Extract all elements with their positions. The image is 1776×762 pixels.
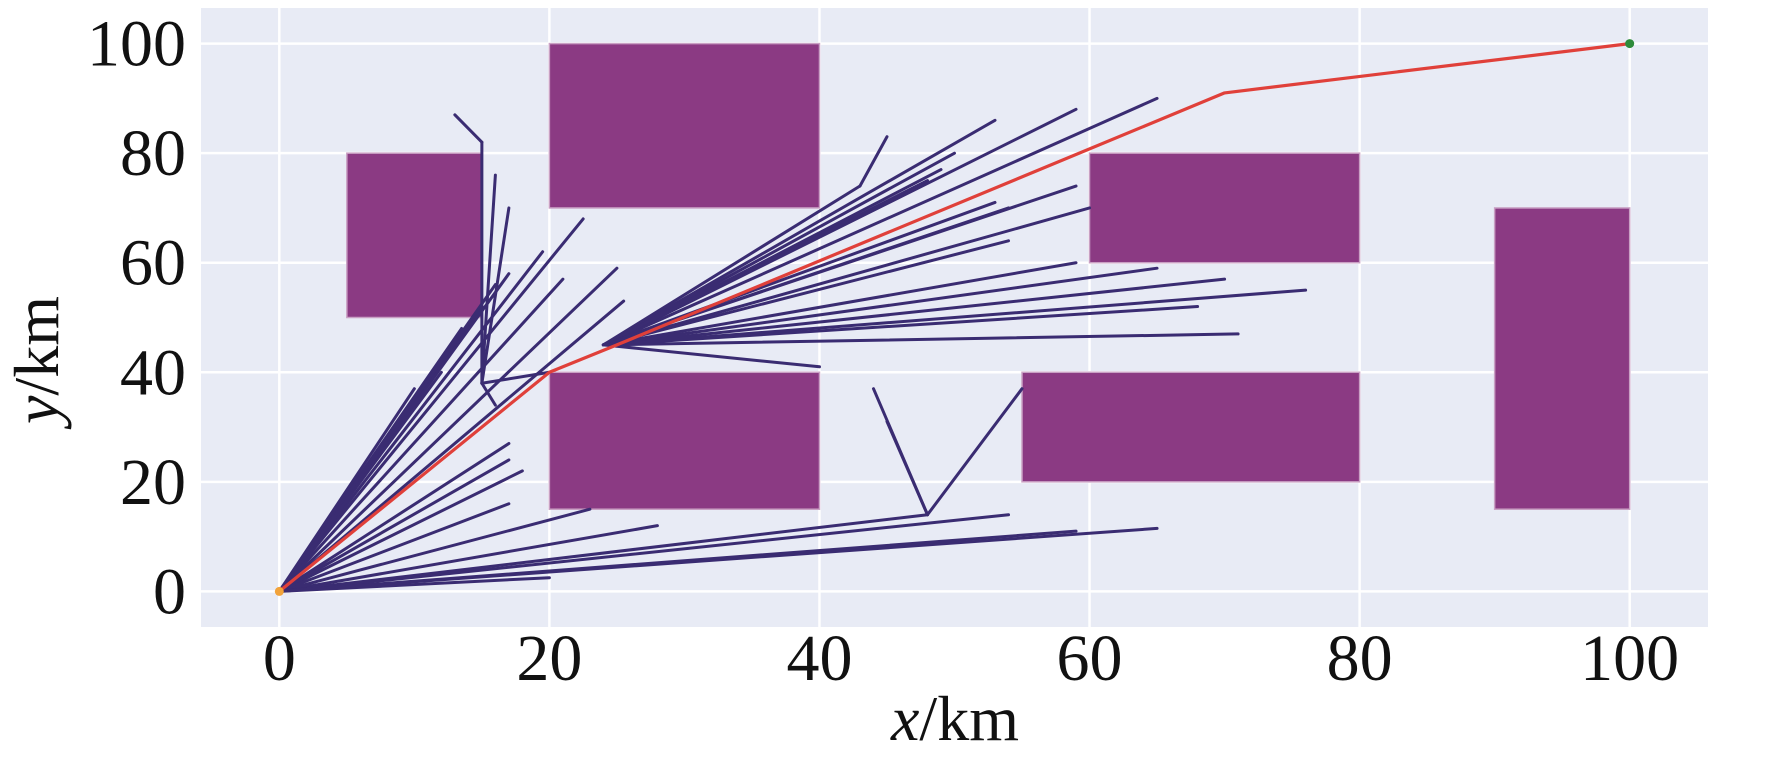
obstacle-rect <box>548 42 821 209</box>
tree-edge <box>601 277 1227 347</box>
y-tick-label: 40 <box>120 336 186 409</box>
y-tick-label: 80 <box>120 117 186 190</box>
tree-edge <box>277 250 545 593</box>
tree-edge <box>480 206 511 385</box>
tree-edge <box>601 305 1200 347</box>
x-axis-label: x/km <box>890 683 1019 754</box>
tree-edge <box>601 200 997 347</box>
start-marker <box>274 586 284 596</box>
tree-edge <box>277 266 619 593</box>
y-tick-label: 20 <box>120 446 186 519</box>
tree-edge <box>277 370 443 593</box>
goal-marker <box>1625 39 1635 49</box>
tree-edge <box>277 507 592 593</box>
obstacle-rect <box>1493 207 1631 510</box>
tree-edge <box>277 513 1011 593</box>
x-axis-label-unit: /km <box>919 683 1019 754</box>
tree-edge <box>601 184 862 347</box>
obstacle-rect <box>548 371 821 510</box>
y-tick-label: 0 <box>153 555 186 628</box>
obstacle-rect <box>346 152 483 319</box>
tree-edge <box>277 277 565 593</box>
tree-edge <box>601 118 997 347</box>
y-axis-label: y/km <box>1 296 72 430</box>
planned-path <box>278 42 1630 593</box>
tree-edge <box>601 288 1308 347</box>
tree-edge <box>885 420 929 517</box>
tree-edge <box>601 206 1092 347</box>
tree-edge <box>480 381 497 407</box>
tree-edge <box>601 261 1078 347</box>
tree-edge <box>277 469 524 593</box>
y-axis-label-unit: /km <box>1 296 72 396</box>
tree-edge <box>601 96 1159 347</box>
y-tick-label: 60 <box>120 227 186 300</box>
tree-edge <box>601 168 943 347</box>
tree-edge <box>277 524 659 593</box>
tree-edge <box>277 217 585 593</box>
tree-edge <box>601 266 1159 347</box>
x-tick-label: 20 <box>516 622 582 695</box>
obstacle-rect <box>1088 152 1361 264</box>
tree-edge <box>601 332 1240 347</box>
obstacles <box>346 42 1631 510</box>
start-goal-markers <box>274 39 1635 596</box>
x-tick-label: 60 <box>1057 622 1123 695</box>
x-tick-label: 40 <box>786 622 852 695</box>
tree-edge <box>480 370 551 385</box>
x-tick-label: 80 <box>1327 622 1393 695</box>
y-tick-label: 100 <box>87 8 186 81</box>
y-axis-label-var: y <box>1 395 72 430</box>
path-line <box>278 42 1630 593</box>
tree-edge <box>601 239 1011 347</box>
tree-edge <box>277 458 511 593</box>
x-axis-tick-labels: 0 20 40 60 80 100 <box>263 622 1679 695</box>
x-tick-label: 0 <box>263 622 296 695</box>
tree-edge <box>277 526 1159 593</box>
tree-edge <box>277 387 416 593</box>
obstacle-rect <box>1021 371 1361 483</box>
x-tick-label: 100 <box>1580 622 1679 695</box>
x-axis-label-var: x <box>890 683 919 754</box>
y-axis-tick-labels: 0 20 40 60 80 100 <box>87 8 186 629</box>
tree-edge <box>925 387 1024 517</box>
tree-edge <box>453 113 484 144</box>
tree-edge <box>858 135 889 188</box>
tree-edge <box>277 441 511 593</box>
tree-edge <box>277 502 511 593</box>
tree-edge <box>480 173 497 385</box>
tree-edge <box>601 343 821 369</box>
